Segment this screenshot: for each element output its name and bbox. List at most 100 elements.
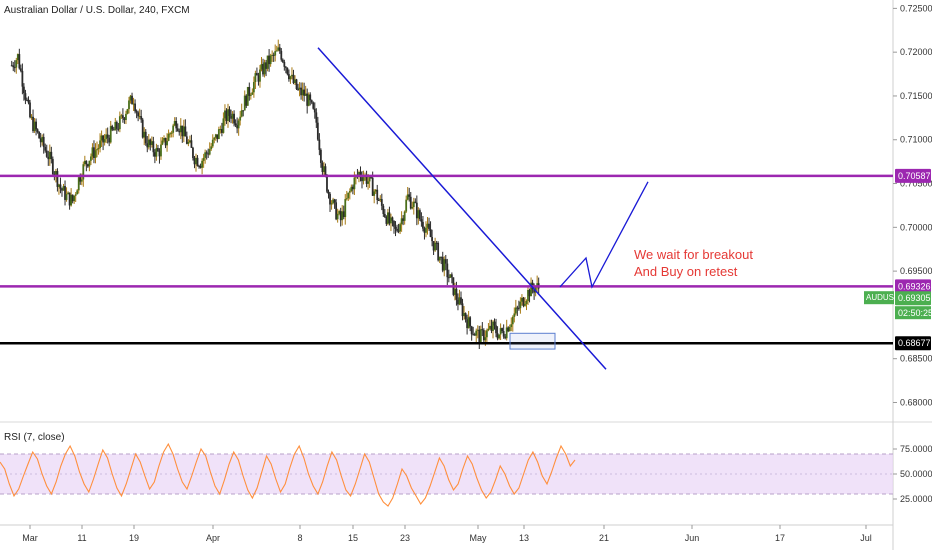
- candle-body: [376, 189, 379, 200]
- candle-body: [236, 125, 239, 129]
- rsi-axis: 75.0000 50.0000 25.0000: [893, 444, 932, 504]
- rsi-line: [0, 442, 576, 507]
- drawings[interactable]: [317, 47, 649, 370]
- projection-path[interactable]: [559, 181, 649, 289]
- candle-body: [458, 297, 461, 305]
- candle-body: [35, 121, 37, 130]
- candle-body: [476, 329, 479, 331]
- candle-body: [252, 82, 255, 93]
- candle-body: [359, 171, 362, 178]
- candle-body: [362, 177, 365, 182]
- candle-body: [295, 79, 298, 90]
- candle-body: [21, 70, 24, 87]
- candle-body: [309, 94, 312, 101]
- candle-body: [195, 157, 197, 165]
- candle-body: [94, 150, 97, 158]
- candle-body: [479, 329, 482, 342]
- candle-body: [76, 190, 79, 195]
- candle-body: [467, 317, 470, 329]
- candle-body: [260, 64, 263, 70]
- candle-body: [77, 177, 80, 191]
- candle-body: [167, 133, 170, 141]
- candle-body: [152, 141, 155, 153]
- candle-body: [510, 324, 513, 328]
- candle-body: [426, 223, 429, 228]
- candle-body: [70, 194, 73, 206]
- candle-body: [300, 87, 302, 96]
- candle-body: [414, 201, 417, 203]
- candle-body: [41, 136, 44, 143]
- candle-body: [463, 313, 465, 317]
- candle-body: [513, 313, 516, 317]
- candle-body: [160, 144, 162, 157]
- candle-body: [339, 211, 342, 221]
- candle-body: [326, 175, 328, 192]
- candle-body: [333, 199, 336, 203]
- candle-body: [217, 129, 220, 139]
- candle-body: [373, 191, 376, 196]
- candle-body: [371, 177, 374, 196]
- candle-body: [135, 111, 138, 113]
- candle-body: [528, 289, 531, 297]
- candle-body: [368, 176, 371, 182]
- accumulation-box[interactable]: [509, 332, 556, 350]
- candle-body: [341, 211, 344, 221]
- last-price-tag: 0.69305: [895, 291, 931, 306]
- y-tick-label: 0.71500: [900, 91, 932, 101]
- candle-body: [492, 321, 494, 331]
- candle-body: [122, 115, 124, 119]
- candle-body: [318, 139, 321, 150]
- candle-body: [172, 125, 175, 133]
- candle-body: [283, 61, 286, 67]
- candle-body: [350, 186, 353, 192]
- candle-body: [220, 129, 223, 133]
- candle-body: [67, 192, 69, 195]
- candle-body: [397, 230, 400, 232]
- candle-body: [108, 137, 111, 143]
- x-tick-label: 11: [77, 533, 86, 543]
- candle-body: [423, 228, 426, 233]
- candle-body: [434, 242, 437, 251]
- candle-body: [460, 297, 462, 304]
- candle-body: [425, 227, 427, 233]
- candle-body: [134, 103, 136, 112]
- candle-body: [429, 229, 432, 238]
- candle-body: [527, 289, 529, 301]
- candle-body: [83, 160, 86, 165]
- candle-body: [117, 128, 120, 130]
- candle-body: [431, 237, 433, 242]
- level-price-tag: 0.69326: [895, 279, 931, 294]
- time-axis[interactable]: Mar 11 19 Apr 8 15 23 May 13 21 Jun 17 Jul: [22, 525, 872, 543]
- candle-body: [379, 199, 382, 201]
- candle-body: [472, 334, 475, 336]
- candle-body: [268, 55, 271, 65]
- rsi-tick-label: 25.0000: [900, 494, 932, 504]
- price-axis[interactable]: 0.72500 0.72000 0.71500 0.71000 0.70500 0.700…: [893, 3, 932, 407]
- x-tick-label: 15: [348, 533, 358, 543]
- candle-body: [353, 177, 356, 190]
- candle-body: [246, 87, 249, 106]
- candle-body: [358, 171, 360, 176]
- horizontal-levels[interactable]: [0, 174, 893, 345]
- candle-body: [321, 162, 324, 173]
- candle-body: [473, 334, 476, 336]
- candle-body: [230, 115, 232, 119]
- candle-body: [478, 329, 481, 342]
- candle-body: [493, 321, 496, 326]
- candle-body: [344, 199, 347, 218]
- symbol-tag: AUDUSD: [864, 291, 900, 305]
- y-tick-label: 0.72500: [900, 3, 932, 13]
- downtrend-line[interactable]: [317, 47, 607, 370]
- candle-body: [450, 274, 453, 278]
- rsi-tick-label: 75.0000: [900, 444, 932, 454]
- candle-body: [312, 102, 315, 109]
- candle-body: [272, 54, 275, 56]
- candle-body: [85, 160, 88, 165]
- candle-body: [516, 307, 519, 309]
- candle-body: [281, 59, 284, 62]
- candle-body: [400, 218, 403, 225]
- candle-body: [519, 301, 522, 309]
- candle-body: [204, 152, 207, 158]
- candle-body: [457, 299, 459, 305]
- candle-body: [103, 139, 106, 143]
